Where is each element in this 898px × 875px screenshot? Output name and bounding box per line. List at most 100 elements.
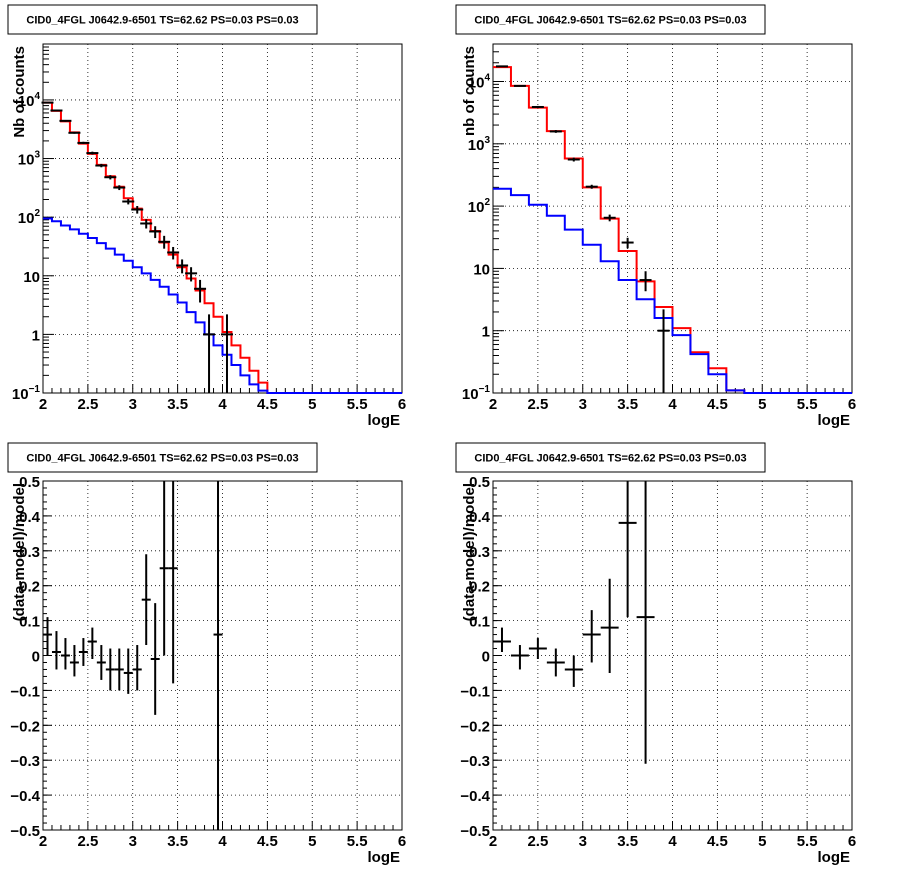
y-tick-label: 0.4 (19, 509, 41, 526)
y-tick-label: 10 (473, 261, 490, 278)
y-tick-label: 102 (18, 208, 41, 227)
x-tick-label: 2 (489, 833, 497, 850)
y-tick-label: 103 (468, 135, 491, 154)
y-tick-label: 1 (482, 324, 490, 341)
x-tick-label: 2 (39, 396, 47, 413)
residual-points (493, 481, 655, 764)
x-tick-label: 3 (579, 833, 587, 850)
chart-title-box (455, 4, 766, 35)
grid-lines (493, 481, 852, 830)
x-tick-label: 5 (758, 833, 766, 850)
y-tick-label: −0.1 (10, 683, 40, 700)
y-tick-label: 0 (32, 649, 40, 666)
x-tick-label: 3 (129, 396, 137, 413)
data-points (495, 65, 670, 393)
chart-panel-2: CID0_4FGL J0642.9-6501 TS=62.62 PS=0.03 … (455, 4, 856, 429)
x-tick-label: 4.5 (707, 396, 728, 413)
x-tick-label: 2 (489, 396, 497, 413)
x-tick-label: 4 (218, 833, 227, 850)
x-tick-label: 3.5 (617, 396, 638, 413)
y-tick-label: −0.3 (10, 753, 40, 770)
x-tick-label: 4.5 (257, 396, 278, 413)
y-tick-label: −0.1 (460, 683, 490, 700)
x-tick-label: 6 (848, 396, 856, 413)
chart-panel-4: CID0_4FGL J0642.9-6501 TS=62.62 PS=0.03 … (455, 442, 856, 866)
x-tick-label: 5 (758, 396, 766, 413)
y-tick-label: 104 (18, 91, 41, 110)
x-tick-label: 2 (39, 833, 47, 850)
x-tick-label: 5 (308, 396, 316, 413)
x-tick-label: 4 (668, 396, 677, 413)
y-tick-label: 10 (23, 269, 40, 286)
chart-panel-1: CID0_4FGL J0642.9-6501 TS=62.62 PS=0.03 … (7, 4, 406, 429)
y-tick-label: 104 (468, 73, 491, 92)
x-tick-label: 3.5 (617, 833, 638, 850)
x-tick-label: 3.5 (167, 833, 188, 850)
chart-title: CID0_4FGL J0642.9-6501 TS=62.62 PS=0.03 … (474, 453, 746, 465)
x-tick-label: 2.5 (527, 833, 548, 850)
x-axis-label: logE (818, 849, 851, 866)
series-histogram-2 (493, 187, 852, 394)
y-axis-label: (data-model)/model (461, 483, 478, 621)
x-tick-label: 2.5 (77, 396, 98, 413)
chart-title: CID0_4FGL J0642.9-6501 TS=62.62 PS=0.03 … (474, 15, 746, 27)
x-tick-label: 4 (218, 396, 227, 413)
chart-title: CID0_4FGL J0642.9-6501 TS=62.62 PS=0.03 … (26, 453, 298, 465)
x-tick-label: 5.5 (797, 833, 818, 850)
chart-title: CID0_4FGL J0642.9-6501 TS=62.62 PS=0.03 … (26, 15, 298, 27)
y-tick-label: 10−1 (462, 384, 491, 403)
chart-title-box (7, 4, 318, 35)
x-tick-label: 5.5 (347, 396, 368, 413)
x-tick-label: 4 (668, 833, 677, 850)
x-axis-label: logE (368, 849, 401, 866)
y-tick-label: 0.5 (469, 474, 490, 491)
y-tick-label: −0.5 (460, 823, 490, 840)
y-tick-label: 0.2 (19, 579, 40, 596)
x-tick-label: 6 (398, 833, 406, 850)
y-tick-label: 0.5 (19, 474, 40, 491)
x-tick-label: 2.5 (527, 396, 548, 413)
y-tick-label: 0 (482, 649, 490, 666)
y-tick-label: −0.2 (460, 718, 490, 735)
y-tick-label: 0.1 (19, 614, 40, 631)
chart-title-box (7, 442, 318, 473)
x-tick-label: 5.5 (797, 396, 818, 413)
series-histogram-2 (43, 217, 402, 394)
y-tick-label: 0.2 (469, 579, 490, 596)
y-tick-label: −0.4 (10, 788, 40, 805)
x-axis-label: logE (818, 412, 851, 429)
y-tick-label: 102 (468, 197, 491, 216)
grid-lines (493, 44, 852, 393)
chart-title-box (455, 442, 766, 473)
chart-panel-3: CID0_4FGL J0642.9-6501 TS=62.62 PS=0.03 … (7, 442, 406, 866)
x-tick-label: 2.5 (77, 833, 98, 850)
y-tick-label: 0.1 (469, 614, 490, 631)
x-tick-label: 4.5 (707, 833, 728, 850)
y-tick-label: −0.3 (460, 753, 490, 770)
x-tick-label: 3 (579, 396, 587, 413)
grid-lines (43, 481, 402, 830)
x-tick-label: 5 (308, 833, 316, 850)
x-tick-label: 5.5 (347, 833, 368, 850)
y-tick-label: −0.4 (460, 788, 490, 805)
residual-points (43, 481, 223, 830)
y-tick-label: 0.4 (469, 509, 491, 526)
y-tick-label: 0.3 (469, 544, 490, 561)
y-axis-label: Nb of counts (11, 46, 28, 138)
x-tick-label: 4.5 (257, 833, 278, 850)
x-axis-label: logE (368, 412, 401, 429)
y-tick-label: −0.5 (10, 823, 40, 840)
y-axis-label: nb of counts (461, 46, 478, 136)
y-axis-label: (data-model)/model (11, 483, 28, 621)
y-tick-label: 0.3 (19, 544, 40, 561)
grid-lines (43, 44, 402, 393)
y-tick-label: 1 (32, 327, 40, 344)
x-tick-label: 3 (129, 833, 137, 850)
y-tick-label: 103 (18, 150, 41, 169)
x-tick-label: 3.5 (167, 396, 188, 413)
y-tick-label: −0.2 (10, 718, 40, 735)
x-tick-label: 6 (848, 833, 856, 850)
x-tick-label: 6 (398, 396, 406, 413)
data-points (41, 101, 233, 393)
